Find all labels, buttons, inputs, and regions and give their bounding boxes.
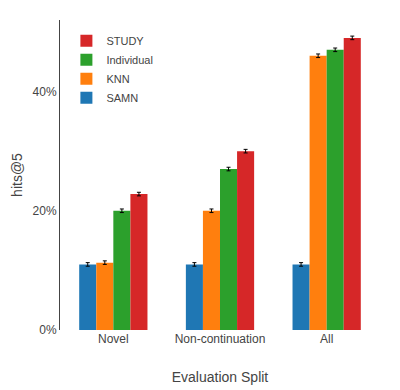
svg-text:Evaluation Split: Evaluation Split [172, 369, 269, 385]
svg-text:SAMN: SAMN [106, 92, 138, 104]
svg-text:40%: 40% [33, 85, 57, 99]
svg-text:Novel: Novel [98, 332, 129, 346]
svg-text:Individual: Individual [106, 54, 152, 66]
svg-text:hits@5: hits@5 [9, 153, 25, 197]
svg-text:20%: 20% [33, 204, 57, 218]
svg-text:Non-continuation: Non-continuation [175, 332, 266, 346]
svg-text:All: All [320, 332, 333, 346]
svg-text:0%: 0% [39, 323, 57, 337]
svg-text:STUDY: STUDY [106, 35, 144, 47]
svg-text:KNN: KNN [106, 73, 129, 85]
